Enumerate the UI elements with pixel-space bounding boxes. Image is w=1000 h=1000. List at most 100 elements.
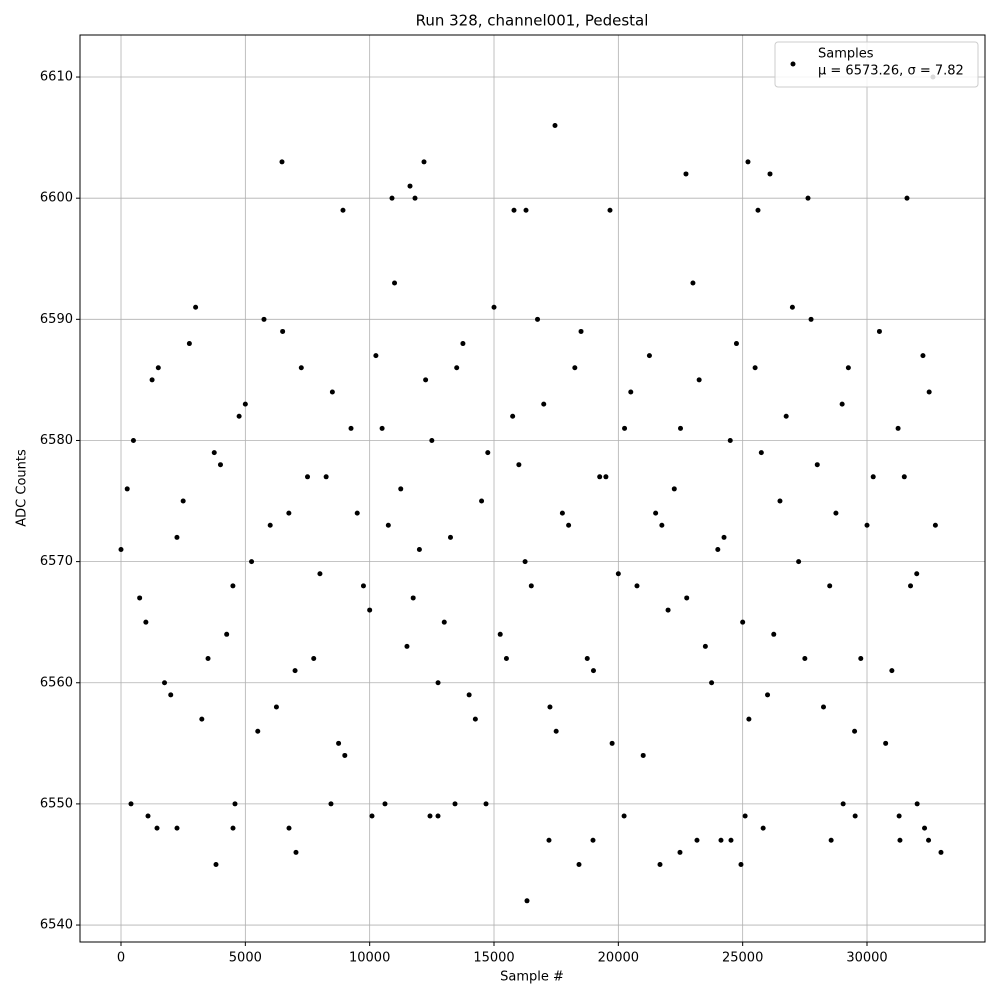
point bbox=[690, 280, 696, 286]
point bbox=[155, 365, 161, 371]
point bbox=[932, 522, 938, 528]
point bbox=[745, 159, 751, 165]
point bbox=[423, 377, 429, 383]
point bbox=[684, 595, 690, 601]
point bbox=[547, 704, 553, 710]
point bbox=[607, 207, 613, 213]
point bbox=[292, 668, 298, 674]
point bbox=[174, 534, 180, 540]
x-axis-label: Sample # bbox=[500, 970, 564, 985]
x-tick-label: 25000 bbox=[722, 951, 763, 966]
point bbox=[665, 607, 671, 613]
point bbox=[421, 159, 427, 165]
point bbox=[715, 546, 721, 552]
point bbox=[162, 680, 168, 686]
point bbox=[154, 825, 160, 831]
point bbox=[528, 583, 534, 589]
point bbox=[576, 861, 582, 867]
point bbox=[742, 813, 748, 819]
point bbox=[485, 450, 491, 456]
point bbox=[145, 813, 151, 819]
chart-title: Run 328, channel001, Pedestal bbox=[416, 12, 649, 30]
point bbox=[541, 401, 547, 407]
point bbox=[483, 801, 489, 807]
point bbox=[572, 365, 578, 371]
point bbox=[827, 583, 833, 589]
point bbox=[230, 583, 236, 589]
plot-frame bbox=[79, 34, 986, 943]
point bbox=[938, 849, 944, 855]
point bbox=[922, 825, 928, 831]
point bbox=[755, 207, 761, 213]
point bbox=[904, 195, 910, 201]
point bbox=[852, 813, 858, 819]
point bbox=[839, 401, 845, 407]
point bbox=[168, 692, 174, 698]
point bbox=[280, 328, 286, 334]
point bbox=[286, 825, 292, 831]
point bbox=[876, 328, 882, 334]
point bbox=[336, 740, 342, 746]
point bbox=[524, 898, 530, 904]
point bbox=[293, 849, 299, 855]
point bbox=[205, 656, 211, 662]
point bbox=[143, 619, 149, 625]
point bbox=[709, 680, 715, 686]
legend-box bbox=[774, 41, 979, 88]
point bbox=[360, 583, 366, 589]
point bbox=[914, 801, 920, 807]
point bbox=[242, 401, 248, 407]
x-tick-label: 10000 bbox=[349, 951, 390, 966]
point bbox=[870, 474, 876, 480]
point bbox=[566, 522, 572, 528]
point bbox=[740, 619, 746, 625]
point bbox=[727, 437, 733, 443]
point bbox=[429, 437, 435, 443]
point bbox=[584, 656, 590, 662]
point bbox=[503, 656, 509, 662]
point bbox=[466, 692, 472, 698]
point bbox=[511, 207, 517, 213]
point bbox=[883, 740, 889, 746]
x-tick-label: 5000 bbox=[229, 951, 262, 966]
point bbox=[224, 631, 230, 637]
legend: Samples μ = 6573.26, σ = 7.82 bbox=[774, 41, 979, 88]
point bbox=[746, 716, 752, 722]
point bbox=[615, 571, 621, 577]
point bbox=[354, 510, 360, 516]
points bbox=[118, 74, 944, 904]
point bbox=[441, 619, 447, 625]
point bbox=[777, 498, 783, 504]
point bbox=[845, 365, 851, 371]
point bbox=[683, 171, 689, 177]
point bbox=[279, 159, 285, 165]
point bbox=[130, 437, 136, 443]
point bbox=[199, 716, 205, 722]
point bbox=[808, 316, 814, 322]
point bbox=[317, 571, 323, 577]
point bbox=[559, 510, 565, 516]
x-tick-label: 20000 bbox=[598, 951, 639, 966]
point bbox=[447, 534, 453, 540]
point bbox=[454, 365, 460, 371]
point bbox=[472, 716, 478, 722]
point bbox=[416, 546, 422, 552]
point bbox=[805, 195, 811, 201]
point bbox=[597, 474, 603, 480]
x-tick-label: 0 bbox=[117, 951, 125, 966]
y-tick-label: 6560 bbox=[40, 675, 73, 690]
point bbox=[553, 728, 559, 734]
y-tick-label: 6540 bbox=[40, 918, 73, 933]
y-tick-label: 6610 bbox=[40, 70, 73, 85]
point bbox=[328, 801, 334, 807]
point bbox=[230, 825, 236, 831]
point bbox=[634, 583, 640, 589]
point bbox=[628, 389, 634, 395]
point bbox=[373, 353, 379, 359]
point bbox=[889, 668, 895, 674]
point bbox=[783, 413, 789, 419]
point bbox=[738, 861, 744, 867]
point bbox=[174, 825, 180, 831]
y-tick-label: 6580 bbox=[40, 433, 73, 448]
